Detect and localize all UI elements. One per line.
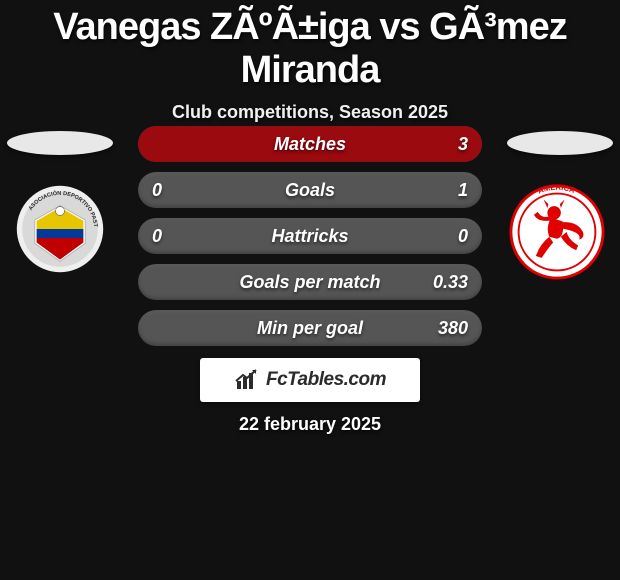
bar-chart-icon — [234, 369, 260, 391]
stat-row: Min per goal380 — [138, 310, 482, 346]
stat-value-right: 1 — [458, 172, 468, 208]
branding-box: FcTables.com — [200, 358, 420, 402]
club-badge-left: ASOCIACIÓN DEPORTIVO PASTO — [15, 184, 105, 274]
stat-value-left: 0 — [152, 172, 162, 208]
player-photo-right — [507, 131, 613, 155]
stat-row: Goals0 1 — [138, 172, 482, 208]
stat-label: Min per goal — [138, 310, 482, 346]
stat-label: Goals per match — [138, 264, 482, 300]
root-container: Vanegas ZÃºÃ±iga vs GÃ³mez Miranda Club … — [0, 6, 620, 580]
stat-value-right: 3 — [458, 126, 468, 162]
stat-value-right: 380 — [438, 310, 468, 346]
stat-value-right: 0 — [458, 218, 468, 254]
branding-text: FcTables.com — [266, 369, 386, 391]
club-badge-right: AMERICA — [509, 184, 605, 280]
stat-row: Hattricks0 0 — [138, 218, 482, 254]
stat-value-right: 0.33 — [433, 264, 468, 300]
stat-label: Matches — [138, 126, 482, 162]
stat-label: Goals — [138, 172, 482, 208]
stat-label: Hattricks — [138, 218, 482, 254]
stat-value-left: 0 — [152, 218, 162, 254]
stats-column: Matches3Goals01Hattricks00Goals per matc… — [138, 126, 482, 356]
page-title: Vanegas ZÃºÃ±iga vs GÃ³mez Miranda — [0, 6, 620, 92]
stat-row: Goals per match0.33 — [138, 264, 482, 300]
page-subtitle: Club competitions, Season 2025 — [0, 102, 620, 123]
stat-row: Matches3 — [138, 126, 482, 162]
player-photo-left — [7, 131, 113, 155]
footer-date: 22 february 2025 — [0, 414, 620, 435]
